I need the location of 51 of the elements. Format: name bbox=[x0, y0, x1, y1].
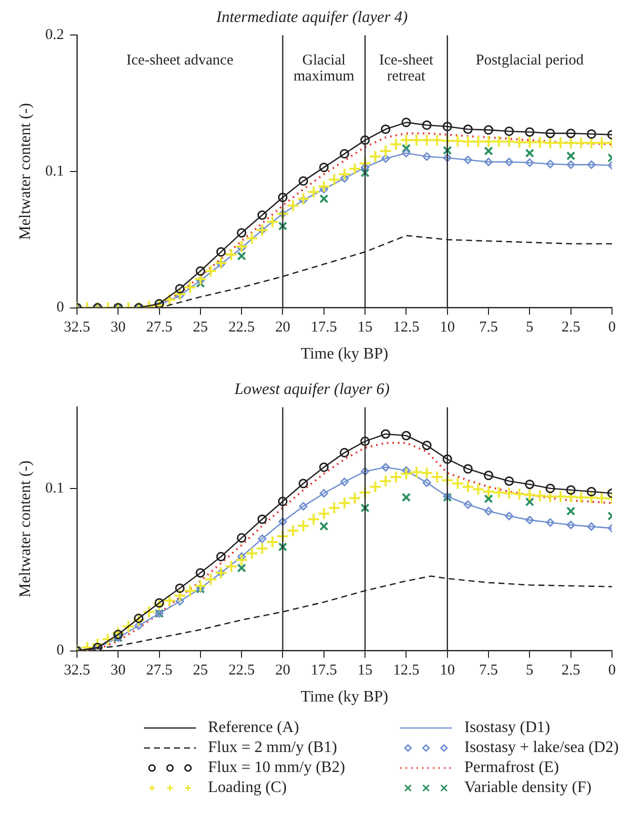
annotation: Ice-sheet advance bbox=[126, 52, 234, 69]
x-tick-label: 0 bbox=[608, 662, 616, 679]
x-tick-label: 7.5 bbox=[479, 320, 498, 336]
chart-title: Lowest aquifer (layer 6) bbox=[233, 380, 390, 398]
x-tick-label: 2.5 bbox=[561, 320, 580, 336]
chart-title: Intermediate aquifer (layer 4) bbox=[215, 8, 408, 26]
x-tick-label: 12.5 bbox=[393, 662, 420, 679]
y-tick-label: 0.2 bbox=[45, 27, 64, 44]
x-tick-label: 22.5 bbox=[228, 662, 255, 679]
x-tick-label: 17.5 bbox=[310, 662, 338, 679]
x-tick-label: 7.5 bbox=[479, 662, 498, 679]
x-tick-label: 20 bbox=[275, 662, 290, 679]
x-tick-label: 5 bbox=[526, 662, 534, 679]
x-axis-title: Time (ky BP) bbox=[300, 688, 388, 706]
x-tick-label: 30 bbox=[110, 662, 126, 679]
legend-label: Variable density (F) bbox=[464, 779, 592, 797]
y-axis-title: Meltwater content (-) bbox=[16, 103, 34, 240]
x-tick-label: 10 bbox=[440, 662, 455, 679]
legend-label: Permafrost (E) bbox=[464, 759, 559, 777]
x-tick-label: 15 bbox=[358, 320, 373, 336]
y-tick-label: 0 bbox=[56, 642, 64, 659]
x-tick-label: 20 bbox=[275, 320, 290, 336]
x-tick-label: 2.5 bbox=[561, 662, 580, 679]
annotation: Ice-sheet retreat bbox=[379, 52, 434, 85]
x-tick-label: 32.5 bbox=[64, 320, 90, 336]
legend-label: Flux = 10 mm/y (B2) bbox=[208, 759, 346, 777]
y-tick-label: 0.1 bbox=[45, 163, 64, 180]
x-tick-label: 0 bbox=[608, 320, 616, 336]
legend-label: Isostasy (D1) bbox=[464, 719, 550, 737]
legend-label: Flux = 2 mm/y (B1) bbox=[208, 739, 338, 757]
x-tick-label: 32.5 bbox=[64, 662, 90, 679]
x-tick-label: 5 bbox=[526, 320, 534, 336]
x-tick-label: 17.5 bbox=[310, 320, 338, 336]
y-axis-title: Meltwater content (-) bbox=[16, 460, 34, 598]
annotation: Postglacial period bbox=[476, 52, 584, 69]
x-tick-label: 30 bbox=[110, 320, 126, 336]
annotation: Glacial maximum bbox=[293, 52, 355, 85]
legend-label: Loading (C) bbox=[208, 779, 287, 797]
y-tick-label: 0 bbox=[56, 300, 64, 316]
legend-label: Reference (A) bbox=[208, 719, 300, 737]
x-tick-label: 25 bbox=[192, 662, 208, 679]
x-tick-label: 10 bbox=[440, 320, 455, 336]
x-tick-label: 27.5 bbox=[146, 662, 172, 679]
legend-label: Isostasy + lake/sea (D2) bbox=[464, 739, 619, 757]
x-tick-label: 12.5 bbox=[393, 320, 420, 336]
x-tick-label: 15 bbox=[358, 662, 373, 679]
x-axis-title: Time (ky BP) bbox=[300, 346, 388, 363]
y-tick-label: 0.1 bbox=[45, 480, 64, 496]
x-tick-label: 22.5 bbox=[228, 320, 255, 336]
x-tick-label: 25 bbox=[192, 320, 208, 336]
x-tick-label: 27.5 bbox=[146, 320, 172, 336]
